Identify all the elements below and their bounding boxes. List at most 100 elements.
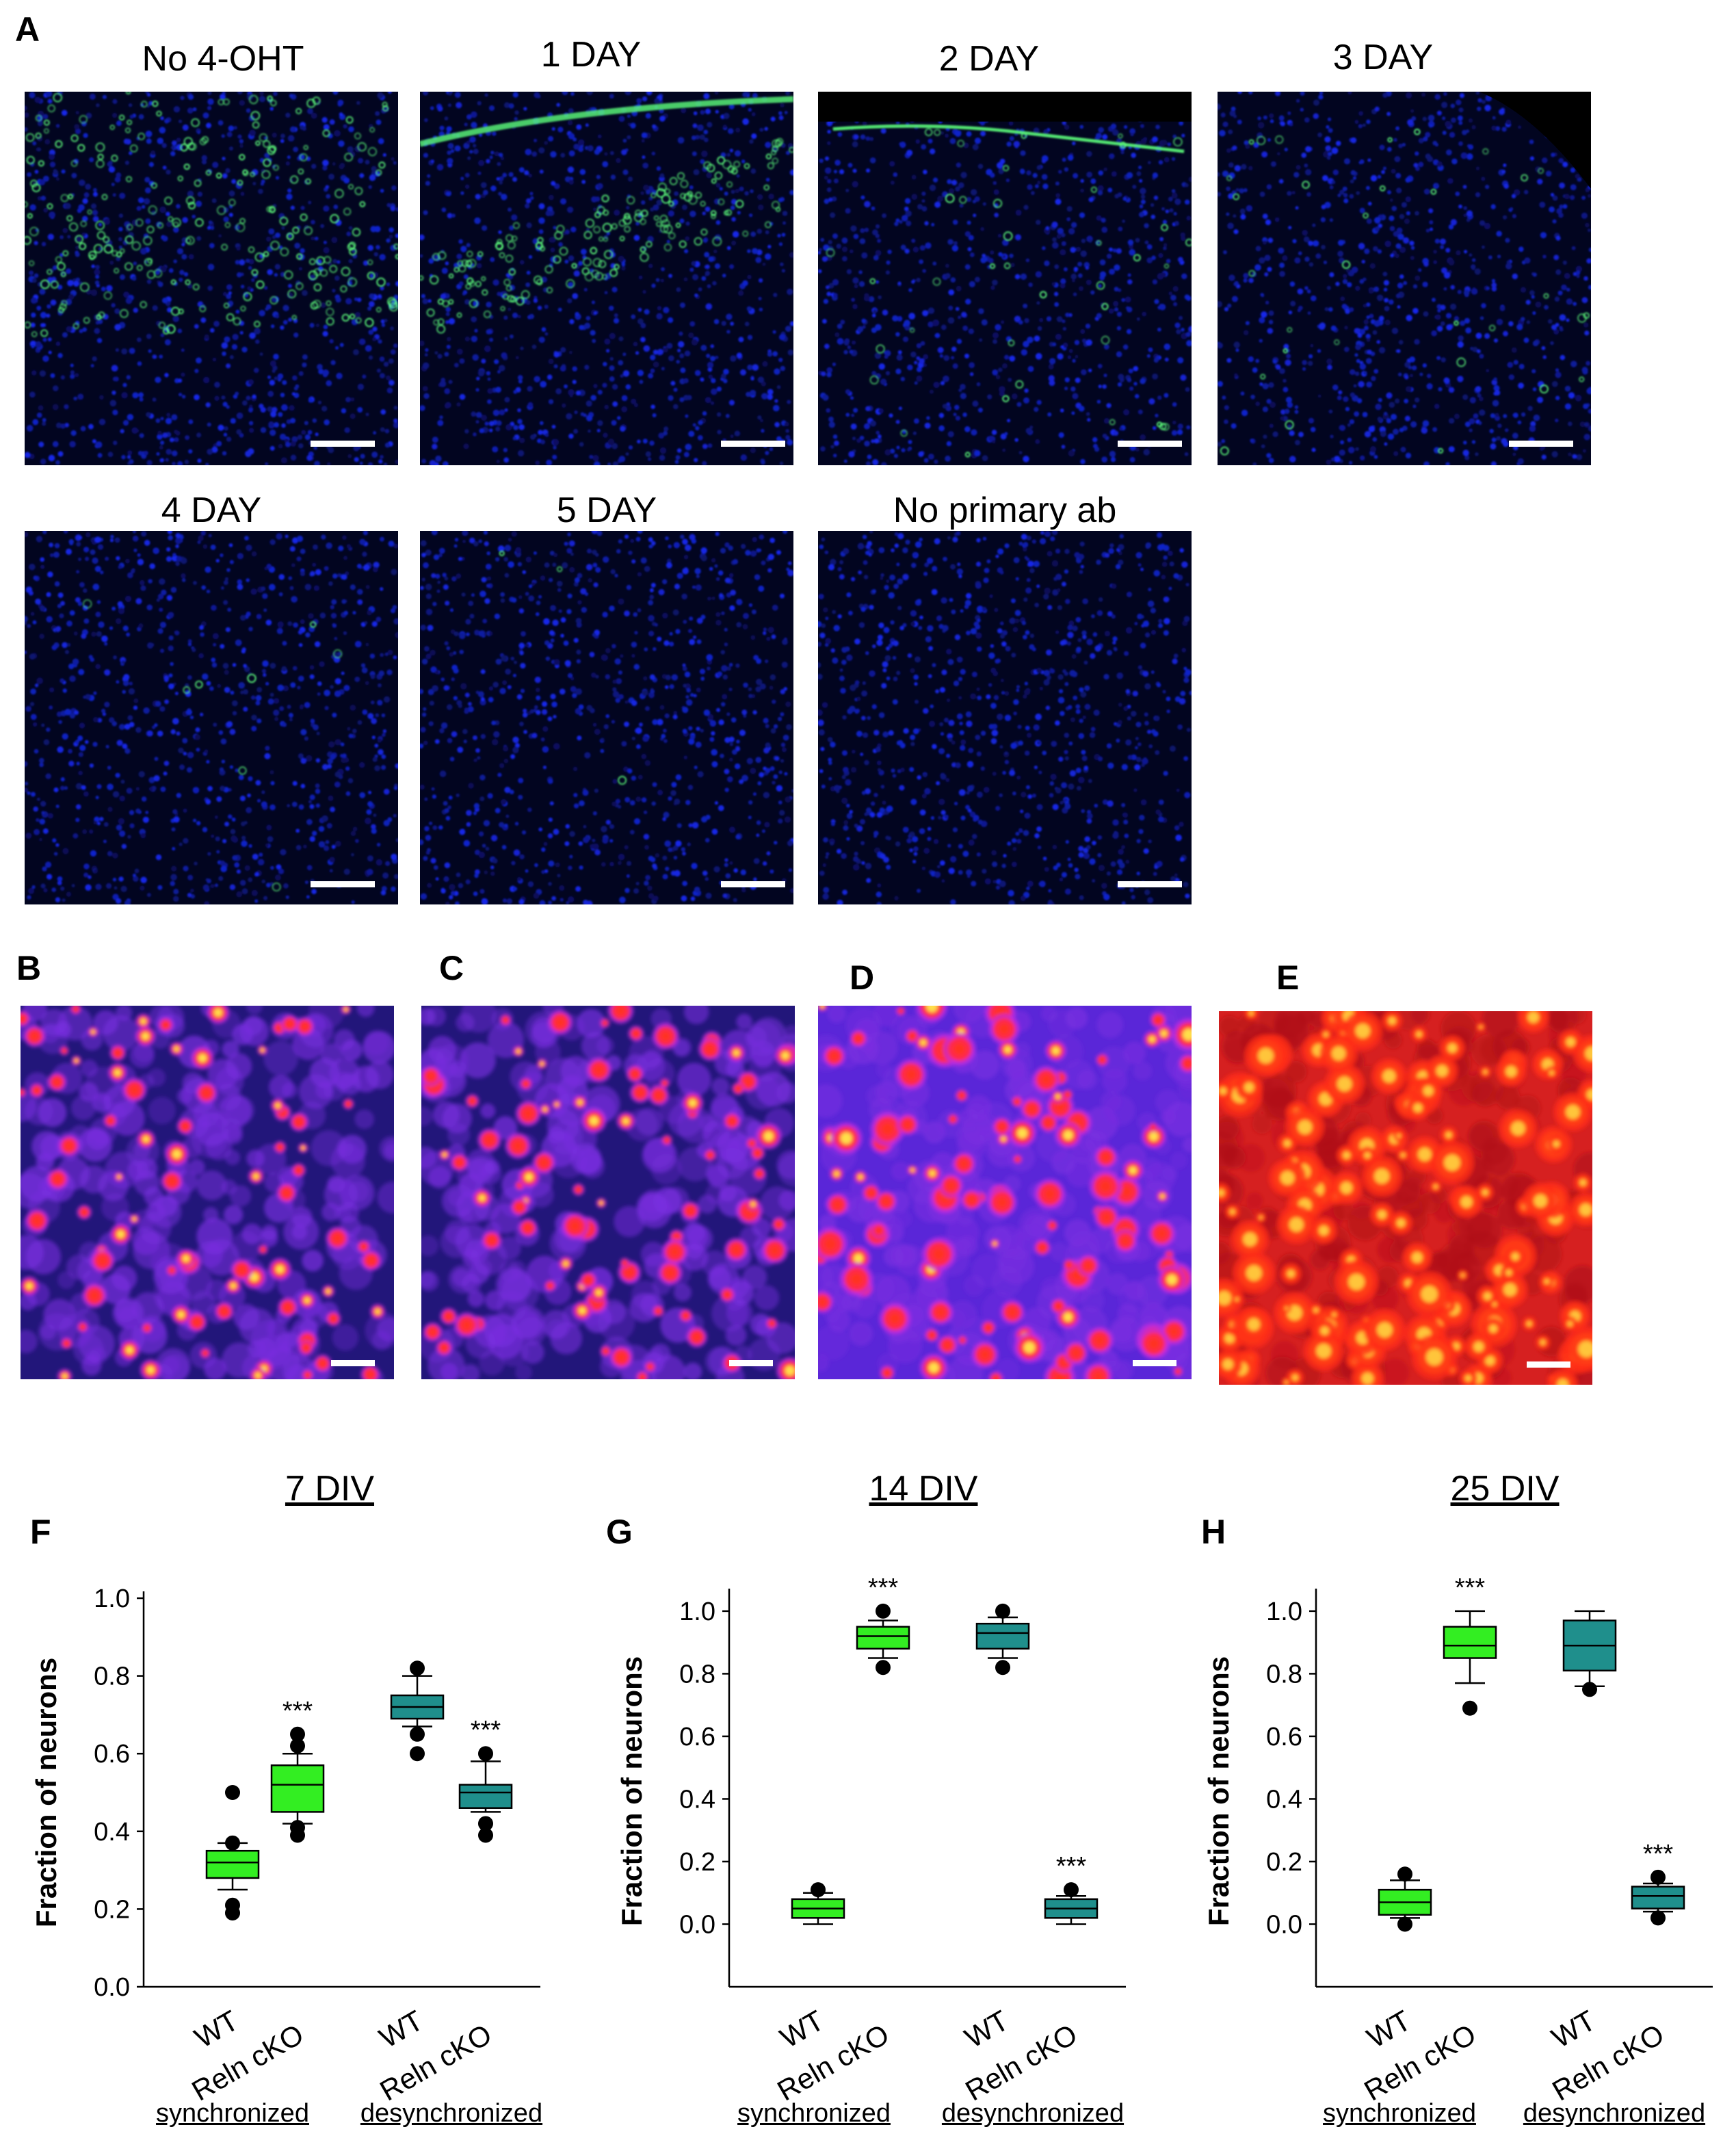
x-category-label: WT	[959, 2004, 1014, 2054]
box-synchronized-wt	[1378, 1866, 1432, 1932]
scale-bar	[1527, 1361, 1570, 1368]
micrograph-1-day	[420, 92, 793, 465]
scale-bar	[1509, 441, 1573, 447]
significance-marker: ***	[471, 1716, 501, 1745]
y-tick-label: 0.0	[1266, 1910, 1302, 1939]
outlier-point	[478, 1816, 493, 1831]
y-tick-label: 0.2	[94, 1895, 130, 1924]
outlier-point	[478, 1827, 493, 1843]
panel-f-letter: F	[30, 1513, 51, 1551]
outlier-point	[410, 1746, 425, 1762]
y-tick-label: 0.4	[1266, 1785, 1302, 1814]
y-tick-label: 1.0	[94, 1585, 130, 1613]
outlier-point	[995, 1603, 1010, 1619]
box-synchronized-reln-cko	[270, 1726, 325, 1843]
title-2-day: 2 DAY	[938, 39, 1040, 79]
title-no-4oht: No 4-OHT	[142, 39, 304, 79]
box-iqr	[205, 1849, 260, 1879]
outlier-point	[290, 1726, 305, 1742]
scale-bar	[721, 881, 785, 887]
box-desynchronized-wt	[390, 1660, 445, 1762]
outlier-point	[876, 1660, 891, 1676]
box-iqr	[975, 1622, 1030, 1650]
outlier-point	[1650, 1910, 1666, 1926]
group-label-desynchronized: desynchronized	[941, 2099, 1125, 2128]
outlier-point	[410, 1660, 425, 1676]
title-1-day: 1 DAY	[540, 35, 642, 75]
box-synchronized-wt	[791, 1882, 845, 1925]
x-category-label: WT	[1546, 2004, 1601, 2054]
micrograph-2-day	[818, 92, 1192, 465]
box-plot-7-div: 0.0 0.2 0.4 0.6 0.8 1.0 Fraction of neurons WT *…	[30, 1585, 540, 2107]
outlier-point	[1397, 1866, 1412, 1882]
calcium-image-e	[1219, 1011, 1592, 1385]
outlier-point	[225, 1897, 240, 1913]
y-tick-label: 0.8	[679, 1660, 715, 1689]
box-iqr	[856, 1626, 910, 1650]
significance-marker: ***	[1643, 1840, 1674, 1868]
significance-marker: ***	[1455, 1574, 1486, 1602]
y-tick-label: 0.6	[1266, 1723, 1302, 1751]
outlier-point	[1462, 1700, 1477, 1716]
panel-b-letter: B	[16, 949, 42, 987]
y-tick-label: 0.8	[94, 1663, 130, 1691]
micrograph-4-day	[25, 531, 398, 904]
outlier-point	[876, 1603, 891, 1619]
x-category-label: WT	[189, 2004, 244, 2054]
micrograph-no-primary-ab	[818, 531, 1192, 904]
outlier-point	[225, 1785, 240, 1800]
scale-bar	[721, 441, 785, 447]
outlier-point	[995, 1660, 1010, 1676]
box-iqr	[458, 1784, 513, 1809]
y-tick-label: 0.6	[94, 1740, 130, 1769]
scale-bar	[311, 441, 375, 447]
outlier-point	[478, 1746, 493, 1762]
y-tick-label: 0.0	[94, 1973, 130, 2002]
box-desynchronized-reln-cko	[1631, 1869, 1685, 1926]
box-iqr	[1631, 1886, 1685, 1909]
outlier-point	[1582, 1682, 1597, 1697]
scale-bar	[1133, 1360, 1176, 1366]
title-no-primary-ab: No primary ab	[893, 491, 1117, 530]
y-tick-label: 0.2	[1266, 1848, 1302, 1877]
box-desynchronized-reln-cko	[458, 1746, 513, 1843]
micrograph-no-4oht	[25, 92, 398, 465]
scale-bar	[1118, 881, 1182, 887]
panel-g-letter: G	[606, 1513, 633, 1551]
calcium-image-b	[21, 1006, 394, 1379]
y-tick-label: 0.2	[679, 1848, 715, 1877]
box-synchronized-reln-cko	[1443, 1610, 1497, 1716]
group-label-synchronized: synchronized	[737, 2099, 891, 2128]
y-tick-label: 1.0	[679, 1598, 715, 1626]
outlier-point	[410, 1726, 425, 1742]
box-desynchronized-wt	[1562, 1610, 1617, 1697]
micrograph-5-day	[420, 531, 793, 904]
scale-bar	[311, 881, 375, 887]
plot-axes	[142, 1591, 540, 1988]
y-axis-label: Fraction of neurons	[1202, 1656, 1235, 1926]
outlier-point	[811, 1882, 826, 1898]
plot-axes	[1315, 1589, 1713, 1988]
title-4-day: 4 DAY	[161, 491, 262, 530]
panel-d-letter: D	[850, 959, 875, 997]
group-label-desynchronized: desynchronized	[360, 2099, 543, 2128]
scale-bar	[331, 1360, 375, 1366]
y-tick-label: 0.6	[679, 1723, 715, 1751]
title-3-day: 3 DAY	[1332, 38, 1434, 77]
panel-a-letter: A	[15, 10, 40, 49]
y-axis-label: Fraction of neurons	[616, 1656, 648, 1926]
box-iqr	[1443, 1626, 1497, 1659]
box-plot-14-div: 0.0 0.2 0.4 0.6 0.8 1.0 Fraction of neurons WT *…	[616, 1574, 1126, 2107]
panel-c-letter: C	[439, 949, 464, 987]
panel-e-letter: E	[1276, 959, 1300, 997]
x-category-label: WT	[1361, 2004, 1416, 2054]
box-synchronized-wt	[205, 1785, 260, 1921]
scale-bar	[729, 1360, 773, 1366]
calcium-image-c	[421, 1006, 795, 1379]
chart-h-title: 25 DIV	[1450, 1469, 1560, 1509]
outlier-point	[290, 1820, 305, 1836]
y-tick-label: 1.0	[1266, 1598, 1302, 1626]
outlier-point	[1397, 1916, 1412, 1932]
box-synchronized-reln-cko	[856, 1603, 910, 1676]
chart-f-title: 7 DIV	[285, 1469, 375, 1509]
